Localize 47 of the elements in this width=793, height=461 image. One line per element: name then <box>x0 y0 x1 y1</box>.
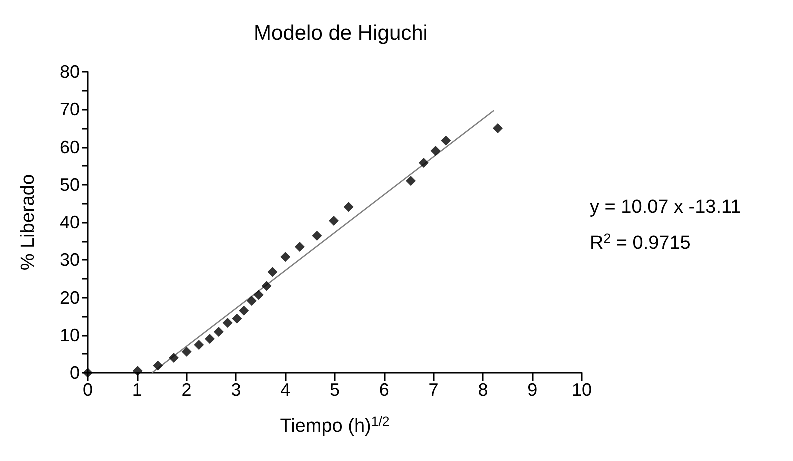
y-tick-label: 80 <box>60 62 80 82</box>
x-tick-label: 7 <box>428 380 439 400</box>
x-tick-label: 0 <box>82 380 94 400</box>
text: y = 10.07 x -13.11 <box>590 197 742 218</box>
point <box>312 231 322 242</box>
y-tick-label: 30 <box>60 250 80 270</box>
chart-title: Modelo de Higuchi <box>254 22 428 45</box>
point <box>254 290 264 300</box>
y-tick-label: 50 <box>60 174 80 195</box>
point <box>194 340 204 350</box>
x-tick-label: 9 <box>528 380 538 400</box>
point <box>493 123 504 134</box>
point <box>182 346 192 357</box>
y-tick-label: 60 <box>60 137 80 158</box>
x-tick-label: 3 <box>231 380 242 400</box>
point <box>168 352 179 363</box>
point <box>153 360 164 371</box>
point <box>222 318 233 328</box>
y-tick-label: 0 <box>70 363 80 383</box>
point <box>247 296 258 306</box>
y-axis-title: % Liberado <box>18 174 39 271</box>
point <box>232 314 242 324</box>
x-tick-label: 6 <box>379 380 390 400</box>
point <box>132 366 143 376</box>
x-tick-label: 1 <box>132 380 142 400</box>
point <box>441 136 452 146</box>
point <box>239 306 250 316</box>
point <box>214 326 224 337</box>
x-tick-label: 4 <box>280 380 291 400</box>
x-tick-label: 10 <box>572 380 592 400</box>
point <box>262 281 272 292</box>
point <box>294 242 305 252</box>
y-tick-label: 40 <box>60 212 80 232</box>
point <box>430 146 441 156</box>
x-tick-label: 2 <box>182 380 192 400</box>
point <box>205 334 216 344</box>
x-tick-label: 8 <box>478 380 488 400</box>
point <box>406 176 416 186</box>
point <box>418 158 429 168</box>
point <box>268 267 278 278</box>
y-tick-label: 20 <box>60 288 80 308</box>
y-tick-label: 70 <box>60 100 80 120</box>
x-tick-label: 5 <box>330 380 340 400</box>
y-tick-label: 10 <box>60 325 80 346</box>
point <box>280 252 291 262</box>
point <box>344 202 354 212</box>
point <box>329 216 340 226</box>
